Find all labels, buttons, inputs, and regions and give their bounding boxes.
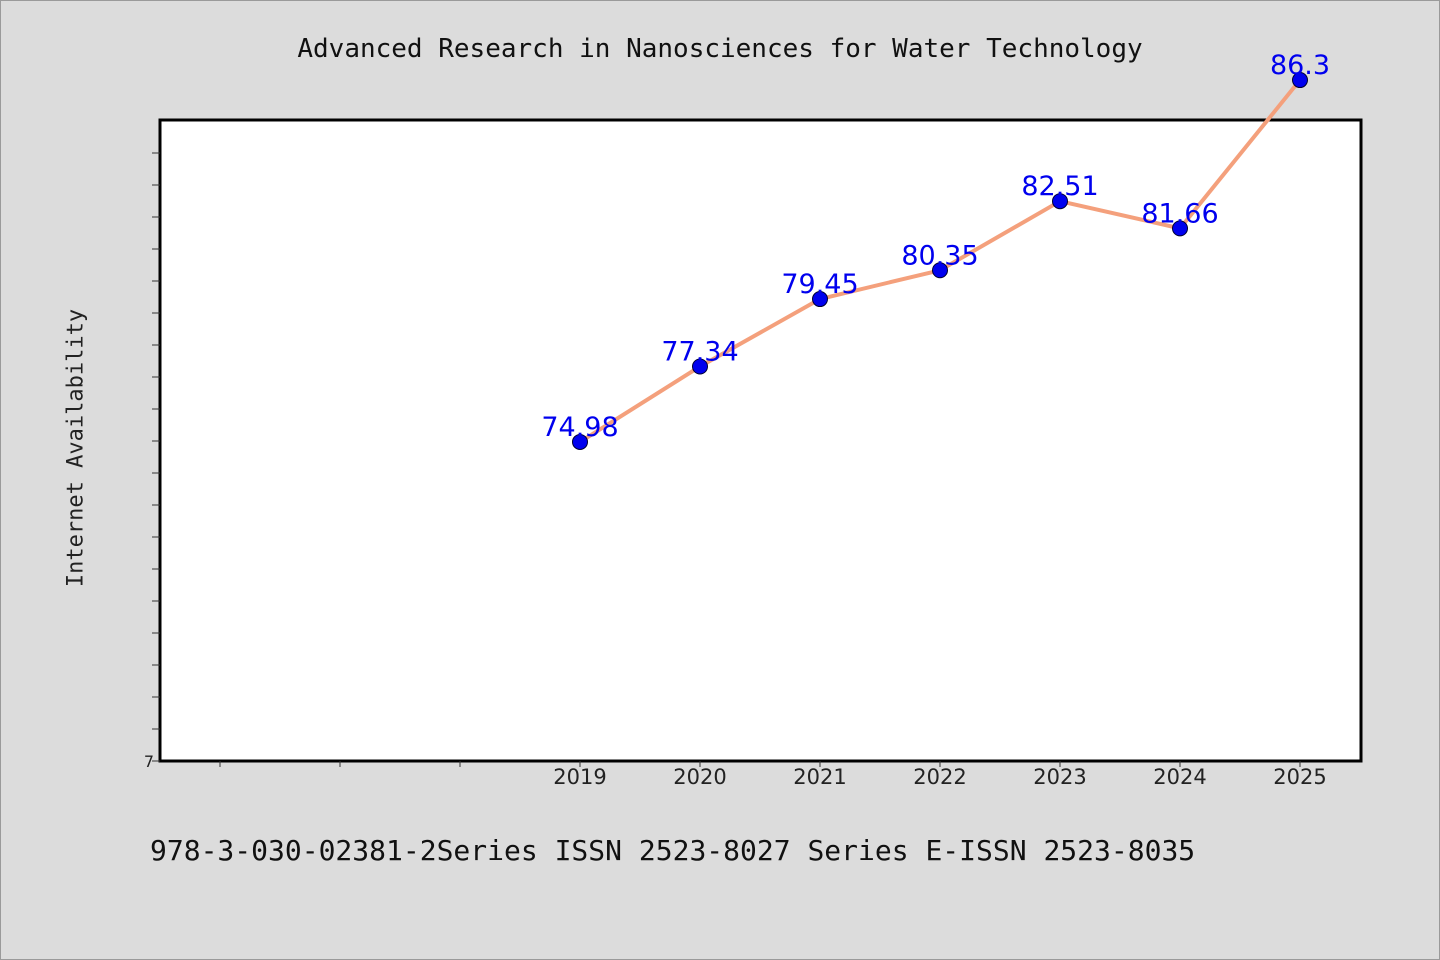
chart-title: Advanced Research in Nanosciences for Wa… xyxy=(297,34,1143,64)
y-tick-label: 7 xyxy=(144,752,154,771)
data-point xyxy=(1172,220,1188,237)
footer-isbn-text: 978-3-030-02381-2Series ISSN 2523-8027 S… xyxy=(150,834,1196,867)
x-tick-label: 2025 xyxy=(1273,765,1326,789)
x-tick-label: 2022 xyxy=(913,765,966,789)
data-label: 86.3 xyxy=(1270,50,1330,81)
x-tick-label: 2023 xyxy=(1033,765,1086,789)
data-point xyxy=(1052,193,1068,210)
data-label: 81.66 xyxy=(1141,198,1218,229)
data-point xyxy=(572,433,588,450)
data-label: 80.35 xyxy=(901,240,978,271)
data-label: 77.34 xyxy=(661,336,738,367)
data-label: 74.98 xyxy=(541,412,618,443)
data-point xyxy=(1292,72,1308,89)
data-point xyxy=(692,358,708,375)
data-point xyxy=(812,291,828,308)
plot-area xyxy=(158,118,1363,763)
x-tick-label: 2020 xyxy=(673,765,726,789)
data-point xyxy=(932,262,948,279)
x-tick-label: 2021 xyxy=(793,765,846,789)
data-label: 82.51 xyxy=(1021,171,1098,202)
data-label: 79.45 xyxy=(781,269,858,300)
x-tick-label: 2024 xyxy=(1153,765,1206,789)
x-tick-label: 2019 xyxy=(553,765,606,789)
